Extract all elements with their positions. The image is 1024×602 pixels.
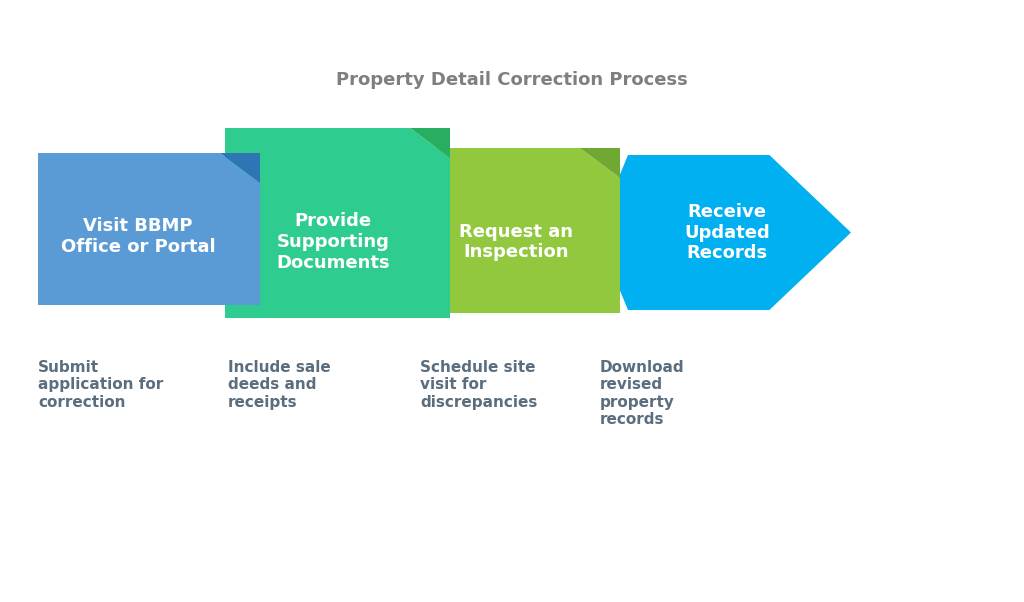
Polygon shape (580, 148, 620, 178)
Text: Include sale
deeds and
receipts: Include sale deeds and receipts (228, 360, 331, 410)
Text: Submit
application for
correction: Submit application for correction (38, 360, 163, 410)
Text: Download
revised
property
records: Download revised property records (600, 360, 685, 427)
Polygon shape (220, 153, 260, 183)
Text: Request an
Inspection: Request an Inspection (459, 223, 573, 261)
Text: Schedule site
visit for
discrepancies: Schedule site visit for discrepancies (420, 360, 538, 410)
Polygon shape (420, 148, 620, 313)
Text: Provide
Supporting
Documents: Provide Supporting Documents (276, 212, 390, 272)
Polygon shape (596, 155, 851, 310)
Polygon shape (410, 128, 450, 158)
Text: Visit BBMP
Office or Portal: Visit BBMP Office or Portal (60, 217, 215, 256)
Text: Property Detail Correction Process: Property Detail Correction Process (336, 71, 688, 89)
Text: Receive
Updated
Records: Receive Updated Records (684, 203, 770, 262)
Polygon shape (38, 153, 260, 305)
Polygon shape (225, 128, 450, 318)
